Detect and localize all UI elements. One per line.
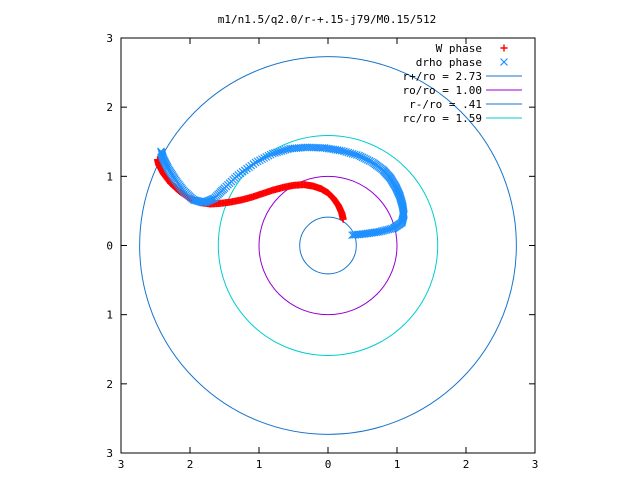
drho-phase-point xyxy=(266,150,275,159)
drho-phase-point xyxy=(258,155,266,164)
drho-phase-point xyxy=(355,151,363,160)
legend-label: r+/ro = 2.73 xyxy=(403,70,482,83)
drho-phase-point xyxy=(192,196,200,205)
drho-phase-point xyxy=(273,148,282,157)
y-tick-label: 1 xyxy=(106,170,113,183)
drho-phase-point xyxy=(350,150,359,159)
drho-phase-point xyxy=(255,156,264,165)
drho-phase-point xyxy=(283,145,292,154)
drho-phase-point xyxy=(344,148,353,157)
drho-phase-point xyxy=(342,148,351,156)
legend-label: W phase xyxy=(436,42,482,55)
reference-circle xyxy=(217,135,439,356)
chart-title: m1/n1.5/q2.0/r-+.15-j79/M0.15/512 xyxy=(218,13,437,26)
reference-circles xyxy=(139,56,517,435)
drho-phase-point xyxy=(279,146,288,155)
drho-phase-point xyxy=(268,149,277,158)
y-tick-label: 2 xyxy=(106,101,113,114)
drho-phase-point xyxy=(275,147,284,156)
x-tick-label: 2 xyxy=(187,458,194,471)
drho-phase-point xyxy=(260,154,269,162)
y-tick-label: 2 xyxy=(106,378,113,391)
y-tick-label: 0 xyxy=(106,240,113,253)
drho-phase-point xyxy=(262,152,271,161)
drho-phase-point xyxy=(157,147,165,156)
reference-circle xyxy=(299,216,357,275)
x-tick-label: 2 xyxy=(463,458,470,471)
drho-phase-point xyxy=(253,157,262,166)
x-tick-label: 3 xyxy=(118,458,125,471)
reference-circle xyxy=(139,56,517,435)
drho-phase-point xyxy=(352,151,361,159)
drho-phase-point xyxy=(271,148,279,157)
drho-phase-point xyxy=(277,147,286,156)
drho-phase-point xyxy=(281,145,290,154)
reference-circle xyxy=(258,175,398,316)
x-tick-label: 0 xyxy=(325,458,332,471)
legend-plus-marker xyxy=(500,44,508,52)
x-tick-label: 1 xyxy=(394,458,401,471)
legend-label: ro/ro = 1.00 xyxy=(403,84,482,97)
legend-label: rc/ro = 1.59 xyxy=(403,112,482,125)
legend-label: drho phase xyxy=(416,56,482,69)
y-tick-label: 3 xyxy=(106,32,113,45)
x-tick-label: 3 xyxy=(532,458,539,471)
phase-markers xyxy=(154,143,408,240)
legend-x-marker xyxy=(500,58,508,66)
y-tick-label: 3 xyxy=(106,447,113,460)
legend-label: r-/ro = .41 xyxy=(409,98,482,111)
drho-phase-point xyxy=(286,144,294,153)
drho-phase-point xyxy=(346,149,355,158)
y-tick-label: 1 xyxy=(106,309,113,322)
drho-phase-point xyxy=(264,151,273,160)
drho-phase-point xyxy=(348,149,357,158)
x-tick-label: 1 xyxy=(256,458,263,471)
